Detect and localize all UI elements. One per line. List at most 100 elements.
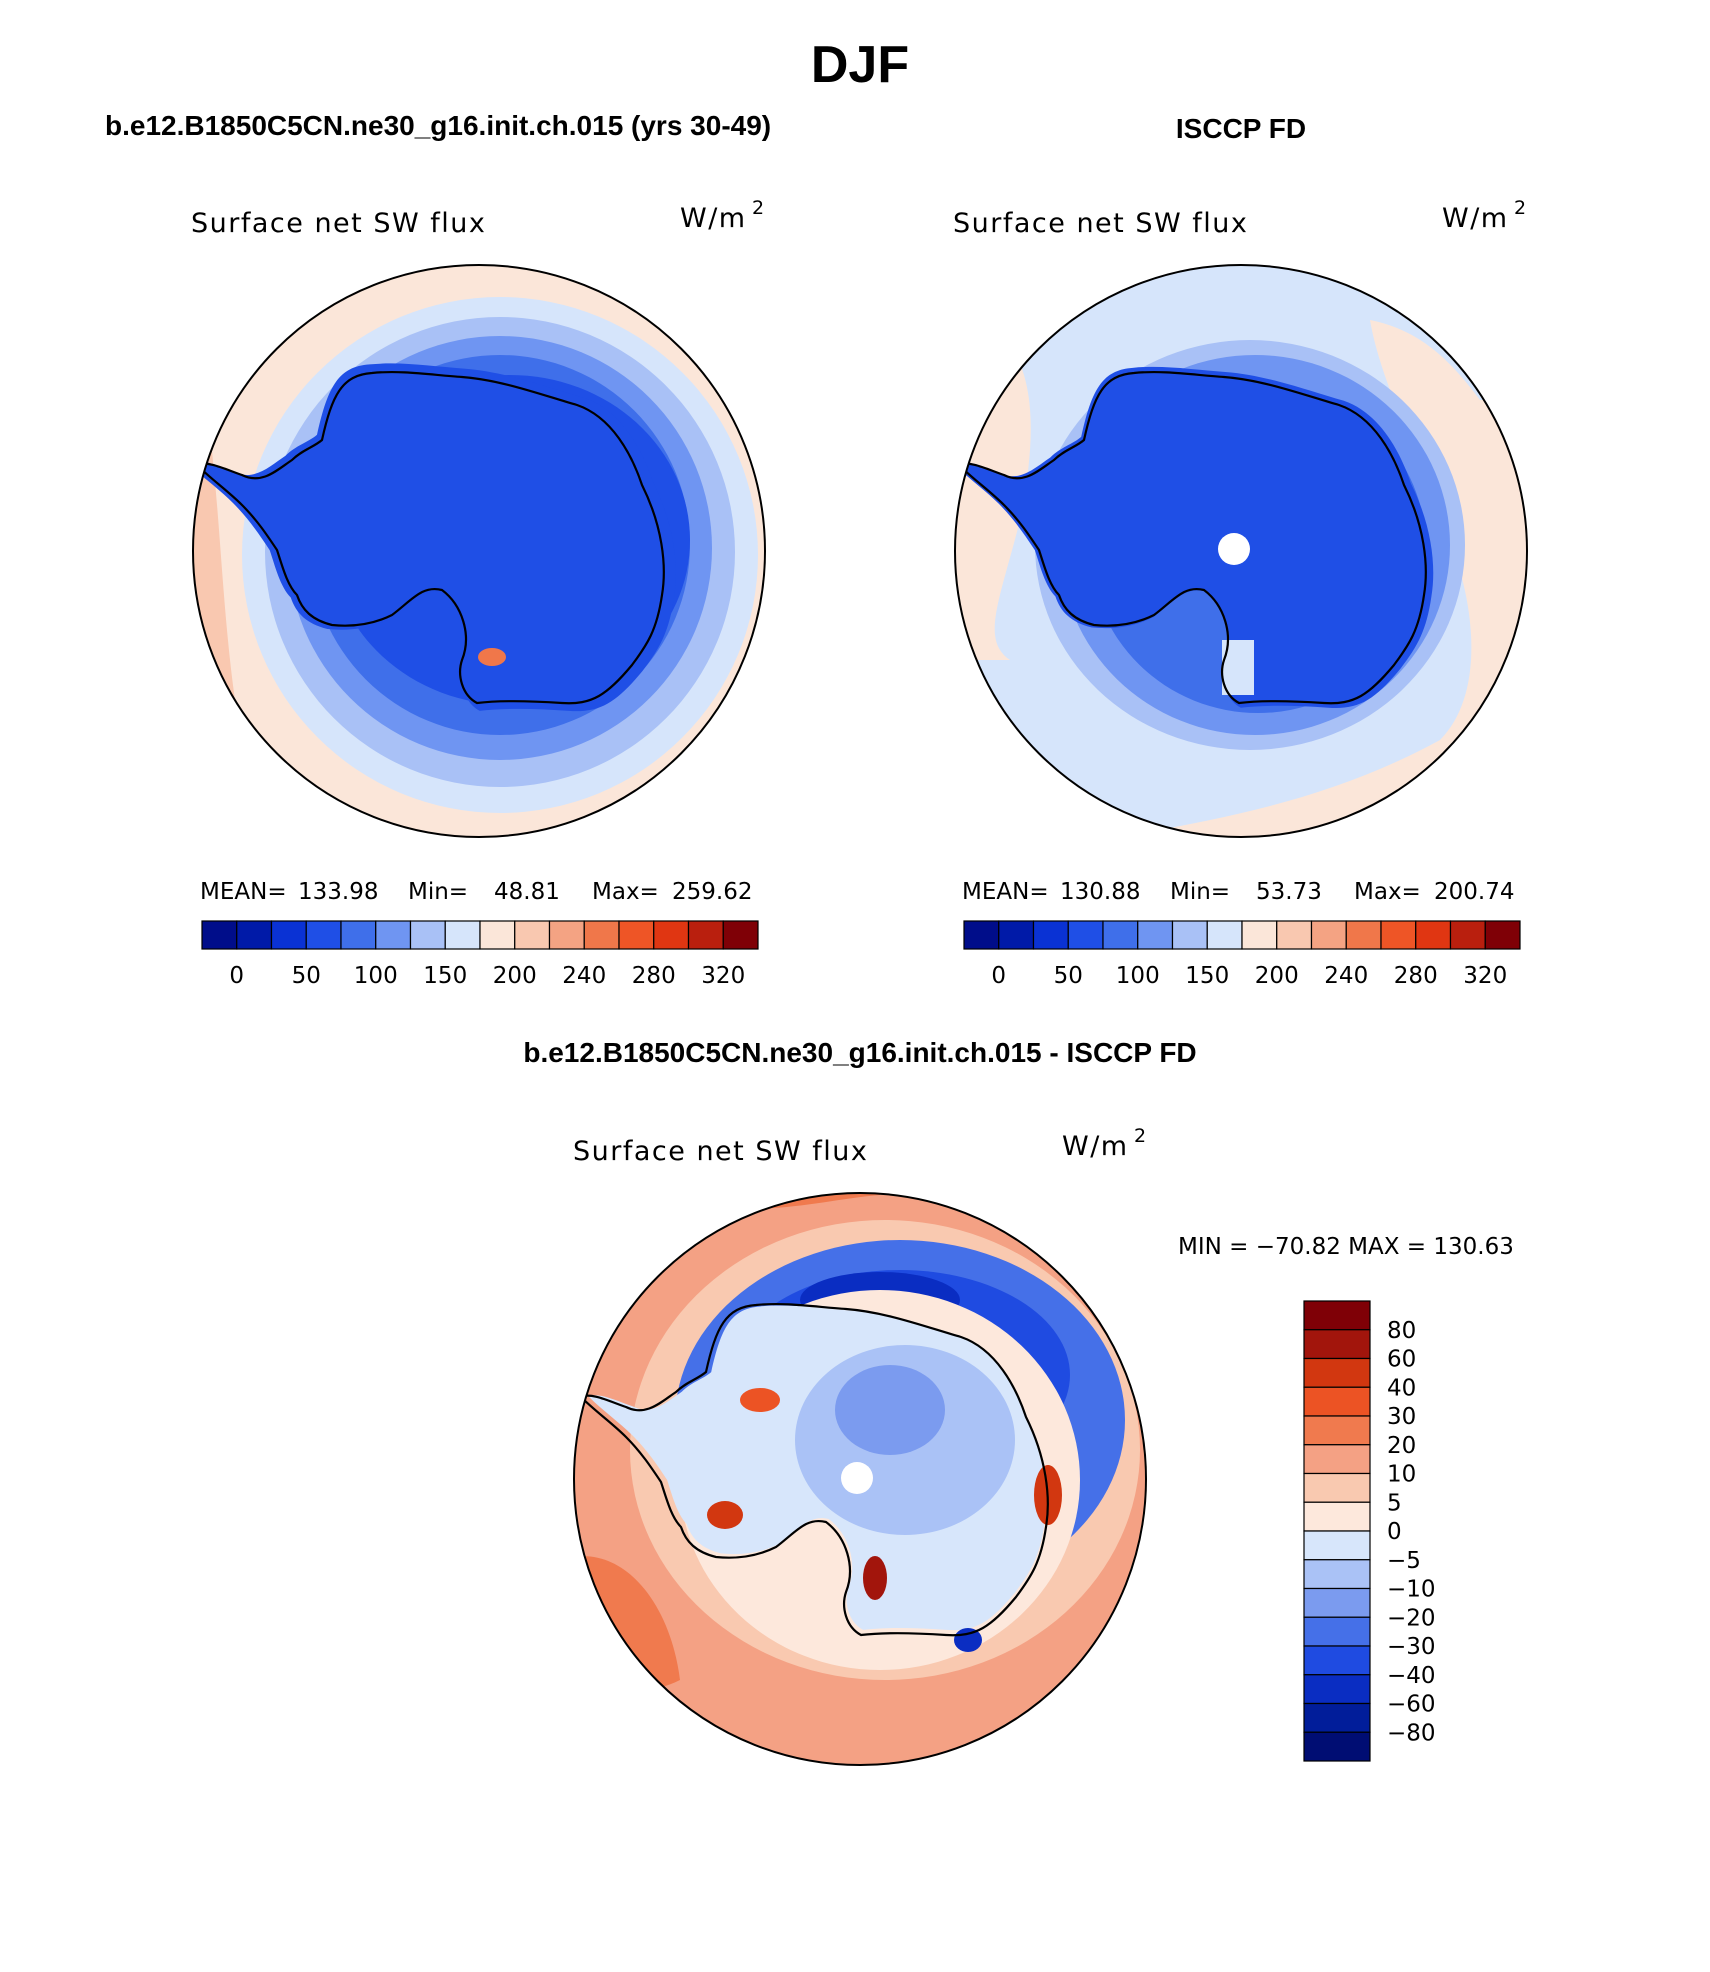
panel-a-colorbar-bin	[201, 920, 238, 950]
panel-c-colorbar-bin	[1303, 1415, 1371, 1446]
panel-a-units: W/m 2	[680, 197, 764, 234]
panel-c-colorbar-bin	[1303, 1444, 1371, 1475]
panel-b-colorbar-tick-label: 240	[1324, 963, 1368, 989]
panel-c-map	[574, 1193, 1146, 1765]
panel-c-colorbar-tick-label: −10	[1387, 1577, 1436, 1603]
panel-c-colorbar-bin	[1303, 1472, 1371, 1503]
panel-a-colorbar-tick-label: 50	[292, 963, 321, 989]
panel-c-colorbar-bin	[1303, 1357, 1371, 1388]
panel-b-map-border	[954, 264, 1528, 838]
panel-c-colorbar-bin	[1303, 1731, 1371, 1762]
panel-a-colorbar-tick-label: 0	[229, 963, 244, 989]
panel-b-mean-label: MEAN=	[962, 879, 1049, 905]
panel-c-colorbar-tick-label: 0	[1387, 1519, 1402, 1545]
panel-c-colorbar-tick-label: −80	[1387, 1720, 1436, 1746]
panel-b-map	[955, 265, 1527, 837]
panel-b-colorbar-bin	[1171, 920, 1208, 950]
panel-b-colorbar-tick-label: 200	[1255, 963, 1299, 989]
panel-b-colorbar-bin	[998, 920, 1035, 950]
panel-b-colorbar-bin	[1241, 920, 1278, 950]
panel-a-colorbar-bin	[618, 920, 655, 950]
panel-c-colorbar-tick-label: −20	[1387, 1605, 1436, 1631]
panel-b-colorbar-bin	[1449, 920, 1486, 950]
panel-b-colorbar-tick-label: 320	[1463, 963, 1507, 989]
panel-c-header: b.e12.B1850C5CN.ne30_g16.init.ch.015 - I…	[523, 1037, 1196, 1068]
panel-c-colorbar-bin	[1303, 1702, 1371, 1733]
panel-a-units-exp: 2	[752, 197, 764, 219]
panel-c-colorbar-bin	[1303, 1559, 1371, 1590]
panel-a-colorbar-tick-label: 150	[423, 963, 467, 989]
panel-a-colorbar-bin	[583, 920, 620, 950]
panel-a-colorbar-bin	[305, 920, 342, 950]
panel-c-colorbar-bin	[1303, 1674, 1371, 1705]
panel-a-units-text: W/m	[680, 203, 747, 234]
panel-a-colorbar-bin	[270, 920, 307, 950]
panel-b-colorbar-tick-label: 150	[1185, 963, 1229, 989]
panel-a-min-value: 48.81	[494, 879, 560, 905]
panel-a-colorbar-bin	[687, 920, 724, 950]
panel-b-mean-value: 130.88	[1060, 879, 1140, 905]
panel-b-colorbar: 0 50 100 150 200 240 280 320	[963, 920, 1521, 989]
panel-b-colorbar-tick-label: 0	[991, 963, 1006, 989]
panel-a-colorbar-bin	[375, 920, 412, 950]
panel-b-colorbar-bin	[1032, 920, 1069, 950]
panel-b-colorbar-bin	[1102, 920, 1139, 950]
panel-c-colorbar-bin	[1303, 1645, 1371, 1676]
panel-c-minmax: MIN = −70.82 MAX = 130.63	[1178, 1234, 1514, 1260]
panel-c-colorbar-bin	[1303, 1386, 1371, 1417]
panel-a-colorbar-tick-label: 320	[701, 963, 745, 989]
panel-b-colorbar-bin	[1484, 920, 1521, 950]
panel-b-colorbar-bin	[1310, 920, 1347, 950]
panel-a-field-hotspot	[478, 648, 506, 666]
panel-b-colorbar-bin	[1345, 920, 1382, 950]
panel-b-colorbar-bin	[1067, 920, 1104, 950]
panel-b-max-value: 200.74	[1434, 879, 1514, 905]
panel-a-min-label: Min=	[408, 879, 468, 905]
panel-c-variable-label: Surface net SW flux	[573, 1136, 868, 1167]
panel-a-max-label: Max=	[592, 879, 659, 905]
panel-a-mean-label: MEAN=	[200, 879, 287, 905]
panel-c-colorbar-bin	[1303, 1329, 1371, 1360]
panel-c-colorbar-bin	[1303, 1587, 1371, 1618]
panel-c-units: W/m 2	[1062, 1125, 1146, 1162]
panel-c-field-hotspot-4	[740, 1388, 780, 1412]
panel-a-colorbar-bin	[409, 920, 446, 950]
panel-a-colorbar-bin	[236, 920, 273, 950]
panel-b-colorbar-bin	[1276, 920, 1313, 950]
panel-c-colorbar-tick-label: 30	[1387, 1404, 1416, 1430]
panel-c-colorbar-tick-label: −60	[1387, 1692, 1436, 1718]
panel-a-colorbar-bin	[514, 920, 551, 950]
panel-a-colorbar-bin	[653, 920, 690, 950]
panel-a-colorbar-bin	[340, 920, 377, 950]
panel-b-stats: MEAN= 130.88 Min= 53.73 Max= 200.74	[962, 879, 1514, 905]
panel-a-colorbar-tick-label: 100	[354, 963, 398, 989]
panel-a-mean-value: 133.98	[298, 879, 378, 905]
panel-c-colorbar-tick-label: 5	[1387, 1490, 1402, 1516]
panel-a-colorbar-bin	[722, 920, 759, 950]
season-title: DJF	[811, 36, 909, 94]
panel-a-colorbar-tick-label: 200	[493, 963, 537, 989]
panel-b-colorbar-bin	[963, 920, 1000, 950]
panel-c-units-exp: 2	[1134, 1125, 1146, 1147]
panel-c-pole-hole	[841, 1462, 873, 1494]
panel-c-units-text: W/m	[1062, 1131, 1129, 1162]
panel-c-colorbar-tick-label: 20	[1387, 1433, 1416, 1459]
panel-c-colorbar-bin	[1303, 1300, 1371, 1331]
panel-b-units-text: W/m	[1442, 203, 1509, 234]
panel-c-field-interior-neg20	[835, 1365, 945, 1455]
panel-b-units: W/m 2	[1442, 197, 1526, 234]
panel-b-colorbar-bin	[1415, 920, 1452, 950]
panel-c-colorbar-tick-label: −40	[1387, 1663, 1436, 1689]
panel-b-variable-label: Surface net SW flux	[953, 208, 1248, 239]
panel-a-colorbar-bin	[444, 920, 481, 950]
panel-a-colorbar-tick-label: 240	[562, 963, 606, 989]
panel-c-colorbar-tick-label: 60	[1387, 1347, 1416, 1373]
panel-a-variable-label: Surface net SW flux	[191, 208, 486, 239]
panel-c-colorbar-tick-label: −30	[1387, 1634, 1436, 1660]
panel-b-min-value: 53.73	[1256, 879, 1322, 905]
panel-c-colorbar-bin	[1303, 1501, 1371, 1532]
panel-b-header: ISCCP FD	[1176, 113, 1306, 144]
panel-b-colorbar-tick-label: 50	[1054, 963, 1083, 989]
panel-b-colorbar-bin	[1380, 920, 1417, 950]
